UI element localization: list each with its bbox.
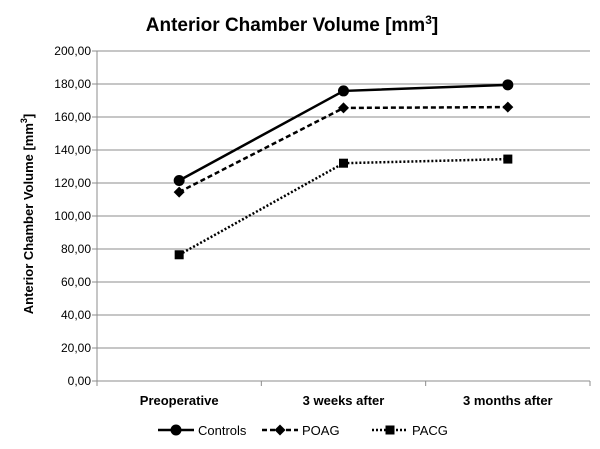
- data-point-poag: [173, 186, 185, 198]
- x-category-label: Preoperative: [140, 393, 219, 408]
- legend-label-controls: Controls: [198, 423, 247, 438]
- chart-title: Anterior Chamber Volume [mm3]: [146, 13, 438, 36]
- legend-marker-pacg: [385, 425, 395, 435]
- legend-label-poag: POAG: [302, 423, 340, 438]
- y-tick-label: 140,00: [54, 143, 91, 157]
- y-axis-label-suffix: ]: [21, 114, 36, 118]
- data-point-poag: [502, 101, 514, 113]
- y-axis-label: Anterior Chamber Volume [mm3]: [19, 114, 36, 315]
- legend-item-poag: POAG: [262, 423, 340, 438]
- series-line-pacg: [178, 157, 508, 256]
- y-tick-label: 200,00: [54, 44, 91, 58]
- data-point-poag: [338, 102, 349, 114]
- legend: Controls POAG PACG: [158, 423, 448, 438]
- axes: [92, 50, 591, 386]
- y-tick-label: 180,00: [54, 77, 91, 91]
- x-category-labels: Preoperative 3 weeks after 3 months after: [140, 393, 553, 408]
- series-poag: [173, 101, 514, 198]
- data-point-controls: [173, 175, 185, 187]
- chart-title-main: Anterior Chamber Volume [mm: [146, 15, 425, 36]
- legend-item-pacg: PACG: [372, 423, 448, 438]
- y-tick-label: 0,00: [68, 374, 92, 388]
- data-point-controls: [502, 79, 514, 91]
- y-tick-label: 100,00: [54, 209, 91, 223]
- legend-label-pacg: PACG: [412, 423, 448, 438]
- y-tick-label: 60,00: [61, 275, 91, 289]
- legend-item-controls: Controls: [158, 423, 247, 438]
- y-tick-label: 40,00: [61, 308, 91, 322]
- x-category-label: 3 months after: [463, 393, 553, 408]
- y-axis-label-superscript: 3: [19, 118, 29, 123]
- series-pacg: [174, 154, 513, 260]
- y-tick-label: 120,00: [54, 176, 91, 190]
- x-category-label: 3 weeks after: [303, 393, 385, 408]
- chart-title-superscript: 3: [425, 13, 432, 27]
- legend-marker-controls: [170, 424, 182, 436]
- series-lines: [173, 79, 514, 260]
- data-point-pacg: [339, 158, 348, 168]
- y-tick-label: 20,00: [61, 341, 91, 355]
- y-tick-label: 80,00: [61, 242, 91, 256]
- data-point-pacg: [503, 154, 513, 164]
- series-controls: [173, 79, 514, 187]
- legend-marker-poag: [274, 424, 286, 436]
- data-point-controls: [338, 85, 349, 97]
- chart-title-suffix: ]: [432, 15, 438, 36]
- y-tick-label: 160,00: [54, 110, 91, 124]
- y-tick-labels: 0,00 20,00 40,00 60,00 80,00 100,00 120,00 140,…: [54, 44, 91, 388]
- data-point-pacg: [174, 250, 184, 260]
- y-axis-label-main: Anterior Chamber Volume [mm: [21, 123, 36, 314]
